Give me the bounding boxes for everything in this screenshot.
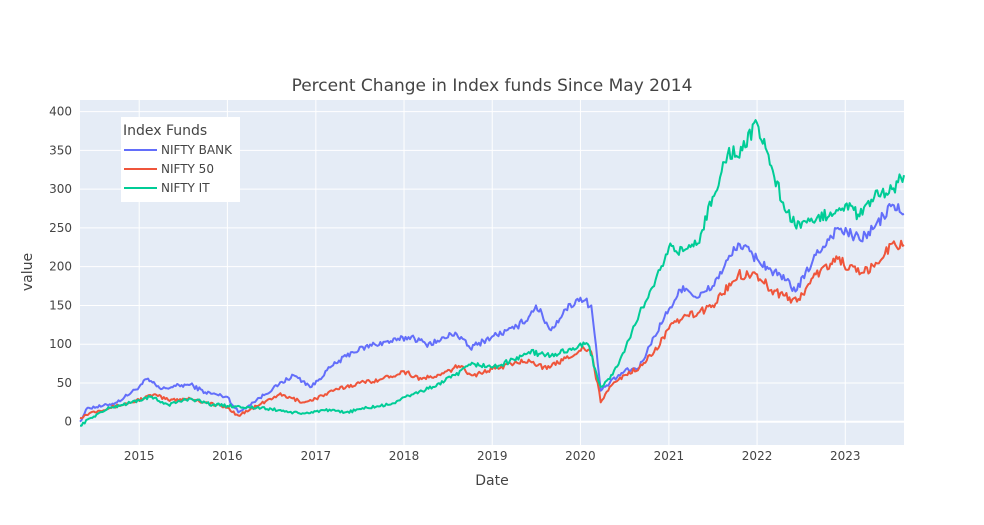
legend-title: Index Funds (123, 123, 207, 139)
y-tick-label: 0 (64, 415, 72, 429)
y-tick-label: 50 (57, 376, 72, 390)
x-tick-label: 2019 (477, 449, 508, 463)
series-lines (79, 119, 905, 427)
x-tick-label: 2016 (212, 449, 243, 463)
series-line-nifty-bank (79, 203, 905, 423)
legend-item-label: NIFTY IT (161, 181, 210, 195)
y-axis-label: value (20, 253, 36, 291)
x-axis-ticks: 2015 2016 2017 2018 2019 2020 2021 2022 2023 (124, 449, 861, 463)
chart-title: Percent Change in Index funds Since May … (292, 76, 693, 96)
y-tick-label: 150 (49, 298, 72, 312)
x-axis-label: Date (475, 473, 508, 489)
legend-item-label: NIFTY 50 (161, 162, 214, 176)
x-tick-label: 2017 (301, 449, 332, 463)
x-tick-label: 2015 (124, 449, 155, 463)
x-tick-label: 2022 (742, 449, 773, 463)
legend-item-label: NIFTY BANK (161, 143, 233, 157)
y-tick-label: 100 (49, 337, 72, 351)
x-tick-label: 2020 (565, 449, 596, 463)
y-tick-label: 400 (49, 105, 72, 119)
x-tick-label: 2021 (654, 449, 685, 463)
x-tick-label: 2018 (389, 449, 420, 463)
y-tick-label: 200 (49, 260, 72, 274)
legend-items: NIFTY BANK NIFTY 50 NIFTY IT (124, 143, 233, 195)
series-line-nifty-it (79, 119, 905, 427)
y-tick-label: 350 (49, 143, 72, 157)
y-tick-label: 250 (49, 221, 72, 235)
x-tick-label: 2023 (830, 449, 861, 463)
y-tick-label: 300 (49, 182, 72, 196)
y-axis-ticks: 0 50 100 150 200 250 300 350 400 (49, 105, 72, 429)
legend[interactable]: Index Funds NIFTY BANK NIFTY 50 NIFTY IT (121, 117, 240, 202)
